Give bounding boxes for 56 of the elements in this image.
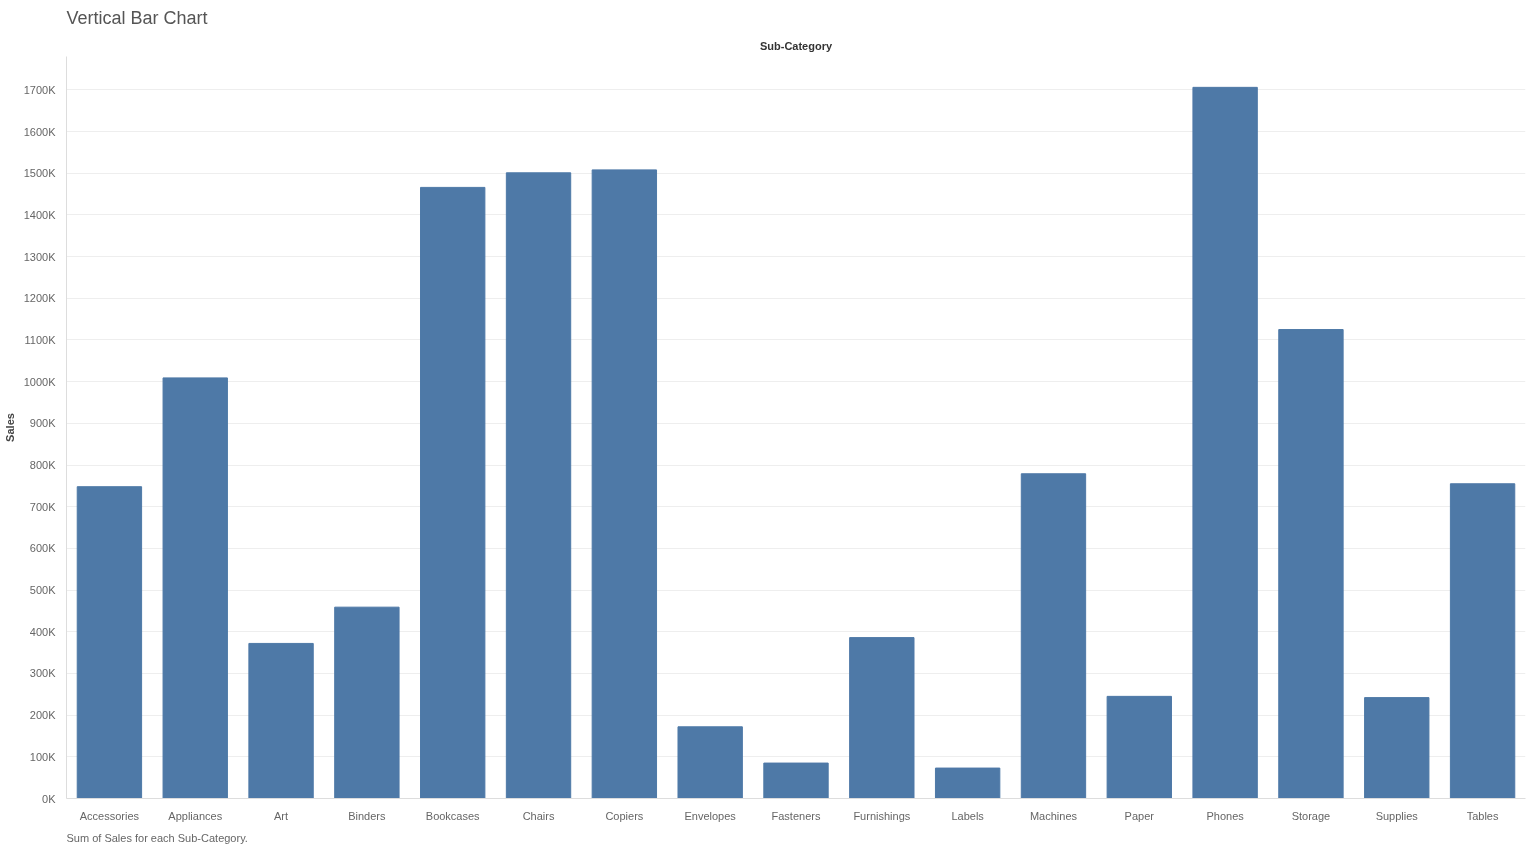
x-tick-label: Phones [1206,809,1245,822]
y-tick-label: 700K [29,500,57,513]
bar [1106,695,1172,799]
y-tick-label: 0K [42,792,57,805]
bar [1020,473,1087,799]
y-tick-label: 500K [29,584,57,597]
y-tick-label: 600K [29,542,57,555]
chart-title: Vertical Bar Chart [66,7,208,28]
x-tick-label: Fasteners [771,809,821,822]
bar [334,606,400,799]
bar [76,486,143,799]
x-tick-label: Art [274,809,289,822]
bar [677,726,743,799]
bar [591,169,658,799]
y-axis-title: Sales [3,413,16,442]
x-tick-label: Labels [951,809,985,822]
x-tick-label: Copiers [605,809,644,822]
y-tick-label: 1300K [23,250,57,263]
bar [849,637,915,799]
bar [1364,697,1430,799]
x-tick-label: Accessories [79,809,140,822]
x-tick-label: Storage [1291,809,1331,822]
x-tick-label: Supplies [1375,809,1419,822]
x-axis-title: Sub-Category [759,39,833,52]
bar [1449,483,1516,799]
bar [162,377,228,799]
y-tick-label: 1700K [23,83,57,96]
y-tick-label: 100K [29,750,57,763]
y-tick-label: 1200K [23,292,57,305]
text: Sum of Sales for each Sub-Category. [66,831,248,844]
x-tick-label: Tables [1466,809,1499,822]
y-tick-label: 900K [29,417,57,430]
bar [1192,86,1258,799]
x-tick-label: Paper [1124,809,1155,822]
y-tick-label: 200K [29,709,57,722]
x-tick-label: Binders [348,809,387,822]
y-tick-label: 400K [29,625,57,638]
bar [248,642,314,799]
bar [420,186,486,799]
y-tick-label: 1100K [24,333,57,346]
y-tick-label: 300K [29,667,57,680]
x-tick-label: Bookcases [425,809,481,822]
bar [1278,329,1344,799]
bar [763,762,829,799]
y-tick-label: 1000K [23,375,57,388]
y-tick-label: 1400K [23,208,57,221]
bar [934,767,1001,799]
y-tick-label: 1600K [23,125,57,138]
y-tick-label: 800K [29,459,57,472]
x-tick-label: Appliances [168,809,223,822]
bar [505,172,572,799]
x-tick-label: Furnishings [853,809,911,822]
x-tick-label: Chairs [522,809,555,822]
x-tick-label: Envelopes [684,809,737,822]
x-tick-label: Machines [1029,809,1078,822]
y-tick-label: 1500K [23,167,57,180]
